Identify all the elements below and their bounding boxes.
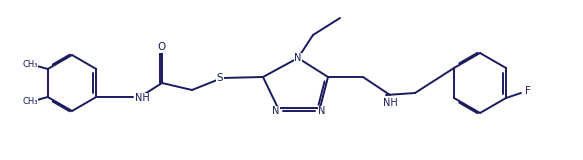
Text: NH: NH <box>382 98 398 108</box>
Text: NH: NH <box>135 93 150 103</box>
Text: S: S <box>217 73 223 83</box>
Text: F: F <box>525 86 531 96</box>
Text: N: N <box>318 106 326 116</box>
Text: CH₃: CH₃ <box>22 97 37 107</box>
Text: CH₃: CH₃ <box>22 60 37 68</box>
Text: N: N <box>294 53 301 63</box>
Text: N: N <box>272 106 280 116</box>
Text: O: O <box>158 42 166 52</box>
